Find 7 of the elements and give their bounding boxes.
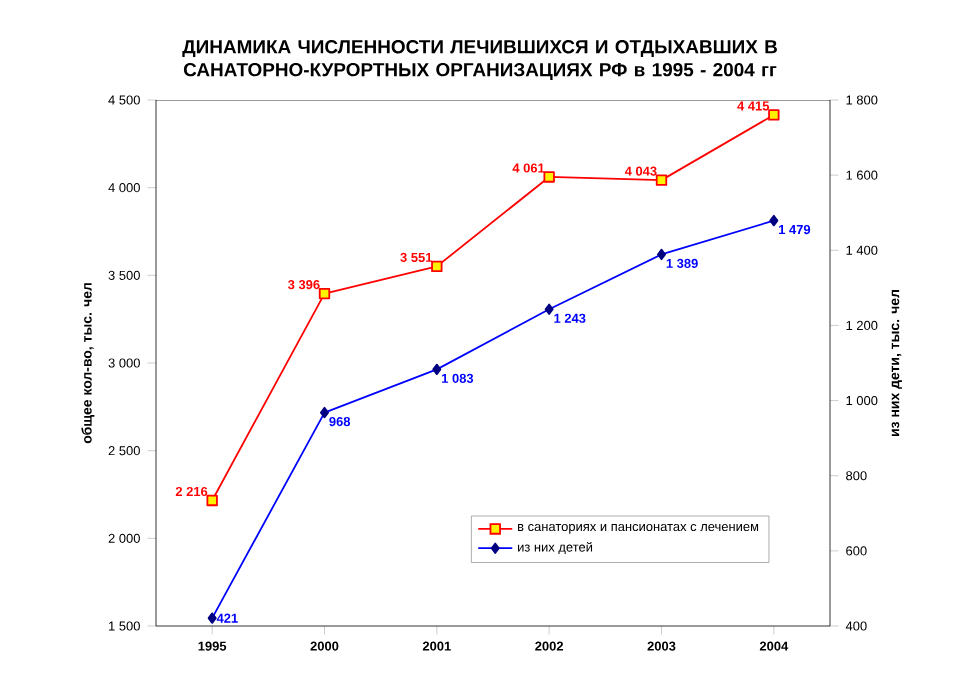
chart-title: ДИНАМИКА ЧИСЛЕННОСТИ ЛЕЧИВШИХСЯ И ОТДЫХАВШИХ В САНАТОРНО-КУРОРТНЫХ ОРГАНИЗАЦИЯХ РФ в 1995 - 2004 гг — [182, 40, 777, 80]
point — [655, 174, 668, 186]
point — [206, 494, 218, 507]
point — [431, 260, 443, 273]
point — [318, 287, 331, 300]
point — [543, 171, 555, 183]
point — [768, 109, 780, 121]
